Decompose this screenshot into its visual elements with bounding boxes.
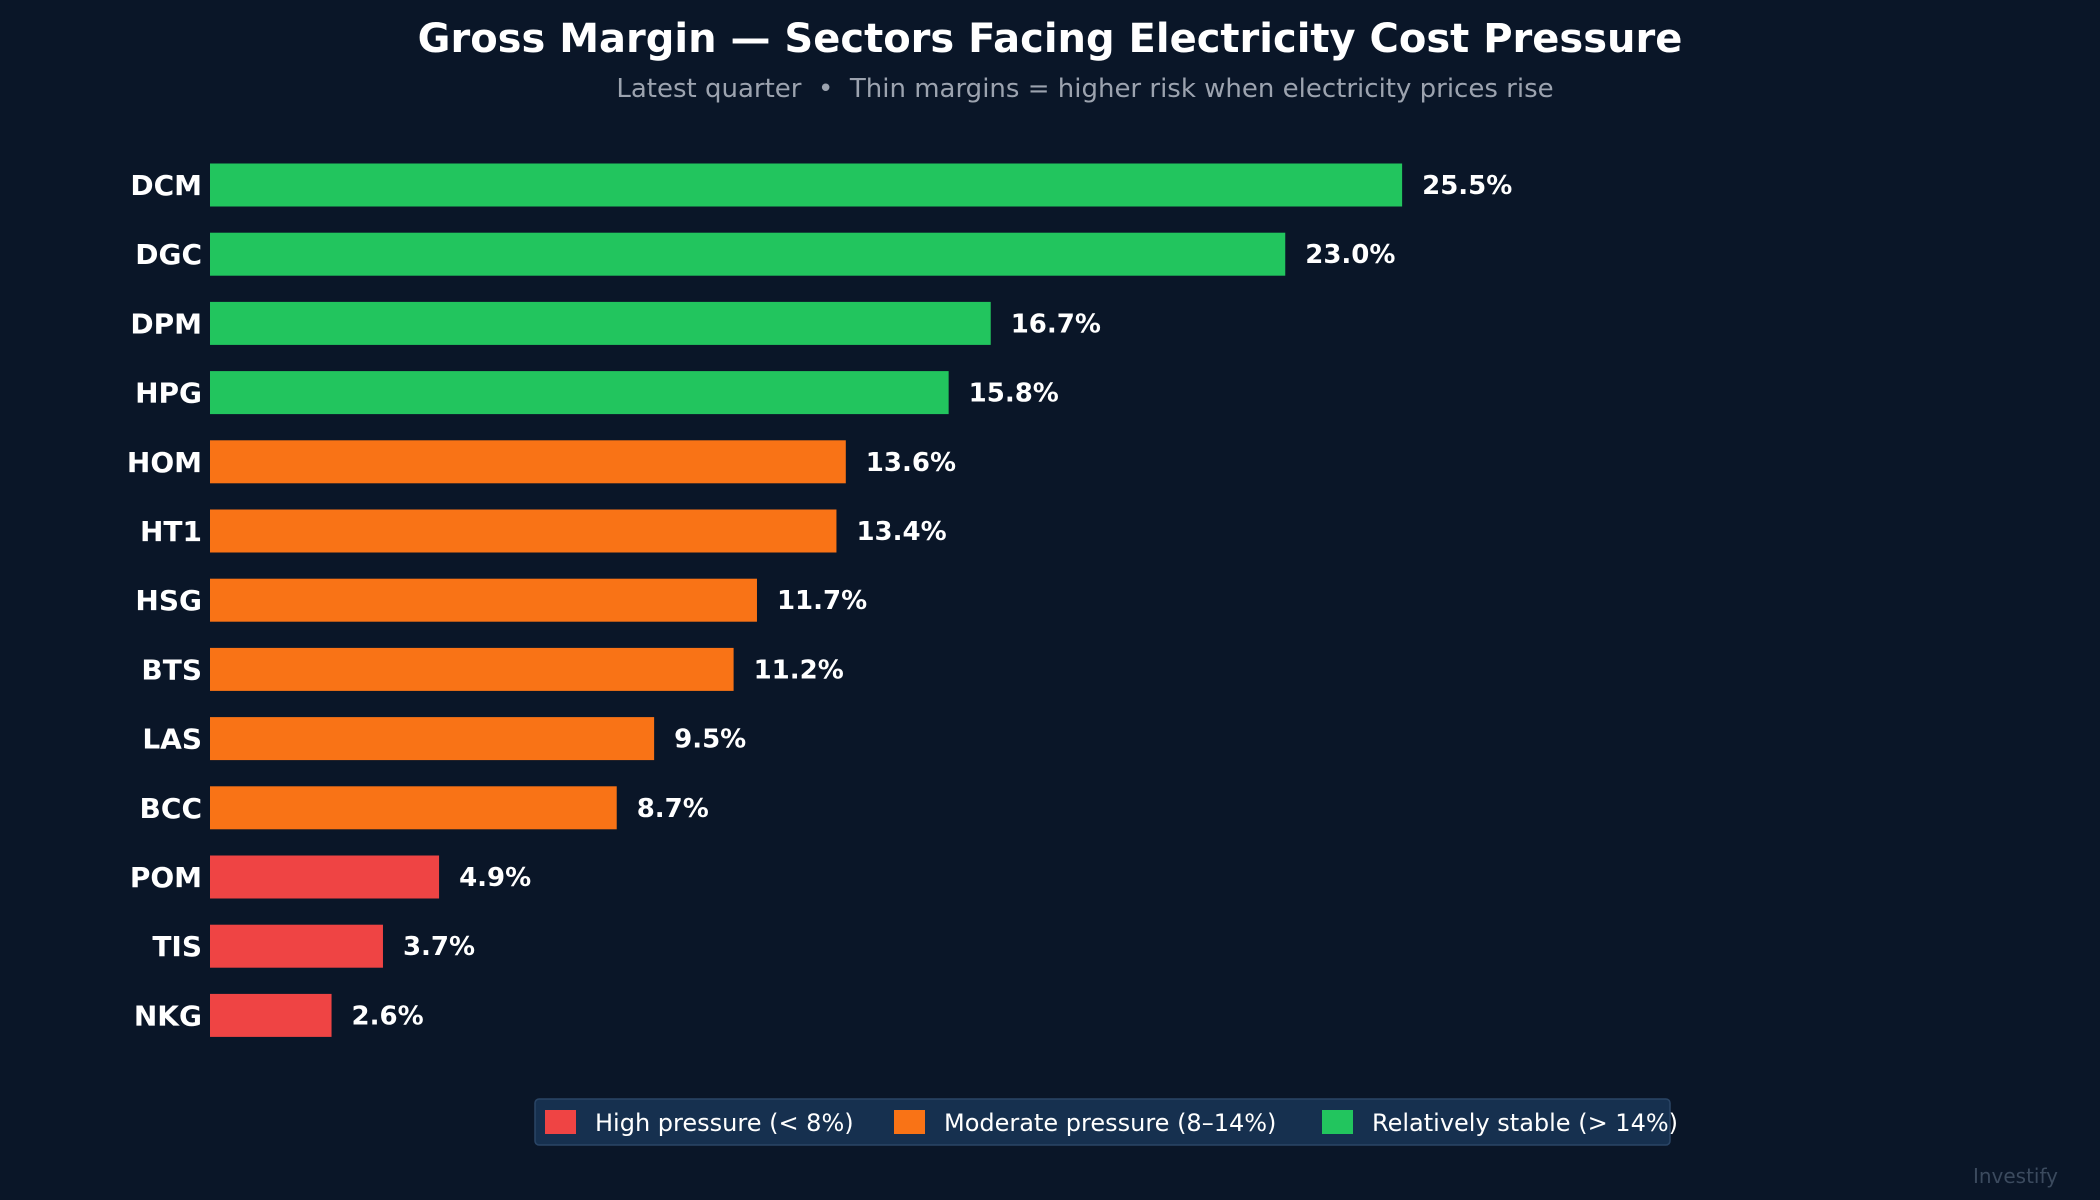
category-label-dpm: DPM <box>130 307 202 340</box>
data-label-tis: 3.7% <box>403 932 475 962</box>
bar-las <box>210 717 655 761</box>
bars-group: DCM 25.5% DGC 23.0% DPM 16.7% HPG 15.8% HOM 13.6%… <box>127 163 1512 1037</box>
data-label-hom: 13.6% <box>866 448 956 478</box>
legend-swatch-stable <box>1322 1110 1353 1134</box>
category-label-las: LAS <box>142 723 202 756</box>
data-label-hsg: 11.7% <box>777 586 867 616</box>
category-label-tis: TIS <box>152 930 202 963</box>
data-label-pom: 4.9% <box>459 863 531 893</box>
legend: High pressure (< 8%) Moderate pressure (8… <box>534 1098 1678 1146</box>
bar-bcc <box>210 786 617 830</box>
bar-pom <box>210 855 440 899</box>
bar-ht1 <box>210 509 837 553</box>
bar-dpm <box>210 301 991 345</box>
bar-dcm <box>210 163 1403 207</box>
category-label-dcm: DCM <box>130 169 202 202</box>
category-label-hpg: HPG <box>135 377 202 410</box>
legend-swatch-high <box>545 1110 576 1134</box>
watermark: Investify <box>1973 1164 2058 1188</box>
bar-bts <box>210 647 734 691</box>
data-label-dcm: 25.5% <box>1422 171 1512 201</box>
category-label-pom: POM <box>130 861 202 894</box>
chart-title: Gross Margin — Sectors Facing Electricit… <box>418 16 1683 62</box>
category-label-hom: HOM <box>127 446 202 479</box>
category-label-bcc: BCC <box>140 792 202 825</box>
data-label-hpg: 15.8% <box>969 379 1059 409</box>
data-label-bts: 11.2% <box>754 655 844 685</box>
bar-hsg <box>210 578 757 622</box>
data-label-dpm: 16.7% <box>1011 309 1101 339</box>
category-label-ht1: HT1 <box>140 515 202 548</box>
chart-subtitle: Latest quarter • Thin margins = higher r… <box>616 74 1553 104</box>
legend-box <box>534 1098 1671 1146</box>
data-label-dgc: 23.0% <box>1305 240 1395 270</box>
category-label-dgc: DGC <box>135 238 202 271</box>
bar-dgc <box>210 232 1286 276</box>
legend-label-moderate: Moderate pressure (8–14%) <box>944 1109 1276 1137</box>
data-label-bcc: 8.7% <box>637 794 709 824</box>
bar-nkg <box>210 993 332 1037</box>
data-label-las: 9.5% <box>674 725 746 755</box>
data-label-nkg: 2.6% <box>352 1001 424 1031</box>
legend-label-stable: Relatively stable (> 14%) <box>1372 1109 1678 1137</box>
legend-label-high: High pressure (< 8%) <box>595 1109 854 1137</box>
bar-hpg <box>210 371 949 415</box>
category-label-nkg: NKG <box>134 999 202 1032</box>
category-label-bts: BTS <box>141 653 202 686</box>
legend-swatch-moderate <box>894 1110 925 1134</box>
category-label-hsg: HSG <box>135 584 202 617</box>
bar-hom <box>210 440 846 484</box>
bar-tis <box>210 924 383 968</box>
data-label-ht1: 13.4% <box>856 517 946 547</box>
